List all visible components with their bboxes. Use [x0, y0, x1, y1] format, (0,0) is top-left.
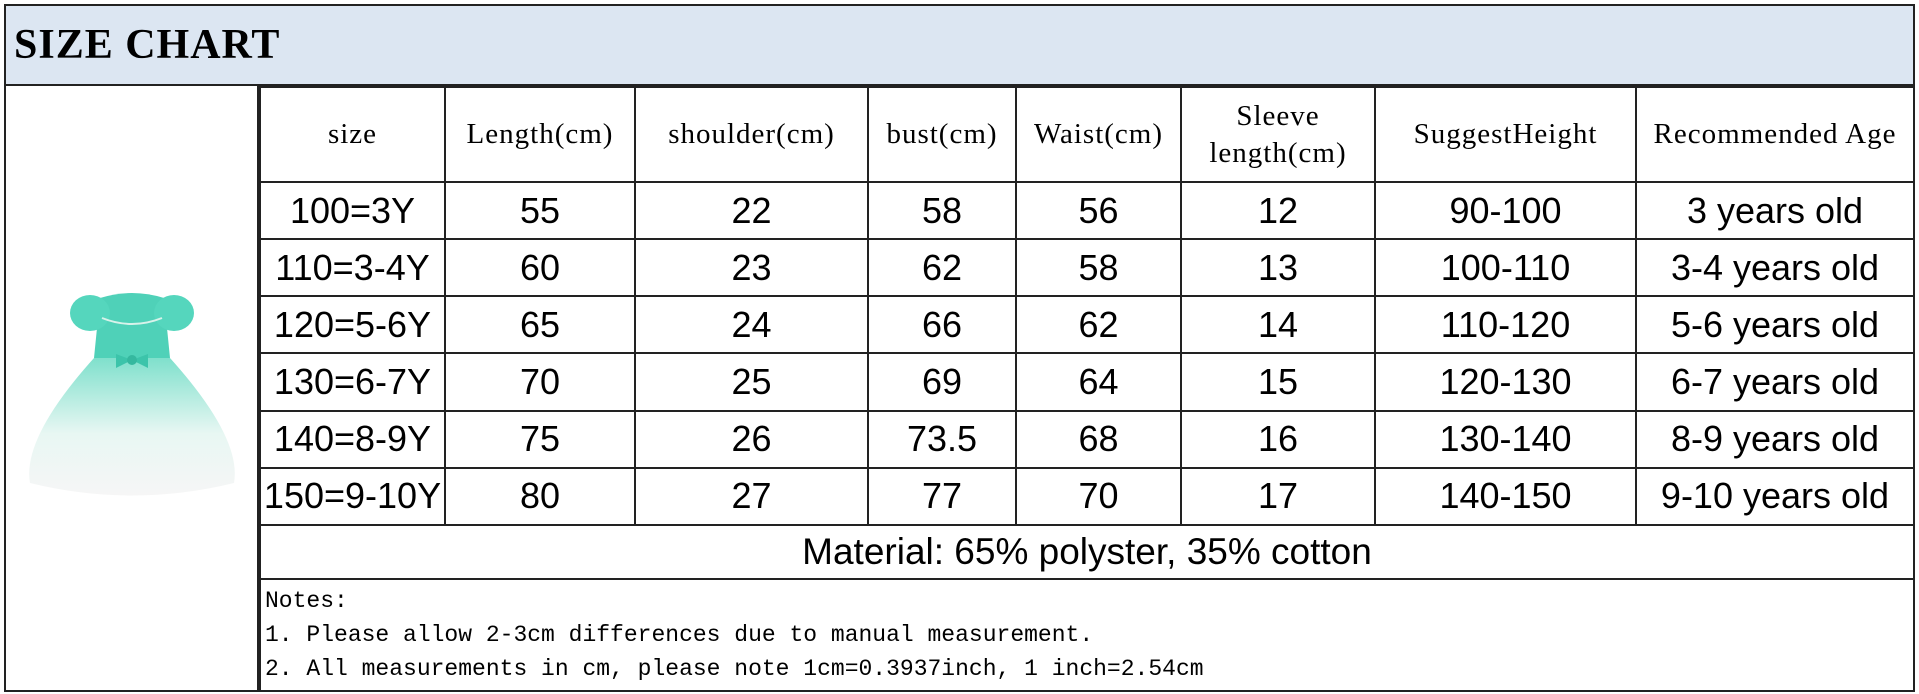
- table-cell: 58: [867, 180, 1017, 241]
- note-line: 2. All measurements in cm, please note 1…: [265, 655, 1204, 682]
- header-cell: Sleeve length(cm): [1180, 86, 1376, 183]
- header-row: size Length(cm) shoulder(cm) bust(cm) Waist(…: [259, 86, 1913, 183]
- table-row: 100=3Y 55 22 58 56 12 90-100 3 years old: [259, 180, 1913, 241]
- table-cell: 70: [444, 352, 636, 412]
- table-cell: 150=9-10Y: [259, 466, 446, 526]
- table-cell: 5-6 years old: [1635, 295, 1913, 355]
- table-cell: 100-110: [1374, 238, 1637, 298]
- table-cell: 100=3Y: [259, 180, 446, 241]
- table-row: 150=9-10Y 80 27 77 70 17 140-150 9-10 years old: [259, 466, 1913, 526]
- header-cell: size: [259, 86, 446, 183]
- table-cell: 22: [634, 180, 869, 241]
- table-cell: 130-140: [1374, 409, 1637, 469]
- table-cell: 15: [1180, 352, 1376, 412]
- table-cell: 56: [1015, 180, 1182, 241]
- table-cell: 6-7 years old: [1635, 352, 1913, 412]
- header-cell: bust(cm): [867, 86, 1017, 183]
- table-cell: 73.5: [867, 409, 1017, 469]
- table-cell: 62: [867, 238, 1017, 298]
- table-cell: 58: [1015, 238, 1182, 298]
- table-cell: 16: [1180, 409, 1376, 469]
- table-cell: 64: [1015, 352, 1182, 412]
- table-cell: 65: [444, 295, 636, 355]
- material: Material: 65% polyster, 35% cotton: [259, 523, 1913, 580]
- table-cell: 14: [1180, 295, 1376, 355]
- table-cell: 26: [634, 409, 869, 469]
- notes: Notes: 1. Please allow 2-3cm differences …: [259, 577, 1913, 690]
- table-row: 120=5-6Y 65 24 66 62 14 110-120 5-6 years old: [259, 295, 1913, 355]
- dress-image: [6, 86, 259, 690]
- dress-illustration: [28, 293, 235, 496]
- table-row: 110=3-4Y 60 23 62 58 13 100-110 3-4 years old: [259, 238, 1913, 298]
- table-cell: 70: [1015, 466, 1182, 526]
- table-row: 140=8-9Y 75 26 73.5 68 16 130-140 8-9 years old: [259, 409, 1913, 469]
- header-cell: Waist(cm): [1015, 86, 1182, 183]
- header-cell: Length(cm): [444, 86, 636, 183]
- table-cell: 140=8-9Y: [259, 409, 446, 469]
- table-cell: 13: [1180, 238, 1376, 298]
- table-cell: 69: [867, 352, 1017, 412]
- note-line: 1. Please allow 2-3cm differences due to…: [265, 621, 1094, 648]
- table-cell: 9-10 years old: [1635, 466, 1913, 526]
- table-cell: 55: [444, 180, 636, 241]
- notes-row: Notes: 1. Please allow 2-3cm differences …: [259, 577, 1913, 690]
- material-row: Material: 65% polyster, 35% cotton: [259, 523, 1913, 580]
- table-cell: 130=6-7Y: [259, 352, 446, 412]
- table-cell: 23: [634, 238, 869, 298]
- size-table: size Length(cm) shoulder(cm) bust(cm) Waist(…: [259, 86, 1913, 690]
- table-cell: 80: [444, 466, 636, 526]
- table-cell: 24: [634, 295, 869, 355]
- header-cell: shoulder(cm): [634, 86, 869, 183]
- table-cell: 12: [1180, 180, 1376, 241]
- table-cell: 90-100: [1374, 180, 1637, 241]
- header-cell: SuggestHeight: [1374, 86, 1637, 183]
- table-cell: 8-9 years old: [1635, 409, 1913, 469]
- table-cell: 120=5-6Y: [259, 295, 446, 355]
- table-cell: 68: [1015, 409, 1182, 469]
- table-cell: 62: [1015, 295, 1182, 355]
- size-chart: SIZE CHART size Length(cm) shoulder(cm) bus…: [4, 4, 1915, 692]
- table-cell: 140-150: [1374, 466, 1637, 526]
- table-row: 130=6-7Y 70 25 69 64 15 120-130 6-7 years old: [259, 352, 1913, 412]
- table-cell: 3-4 years old: [1635, 238, 1913, 298]
- note-line: Notes:: [265, 587, 348, 614]
- table-cell: 3 years old: [1635, 180, 1913, 241]
- table-cell: 25: [634, 352, 869, 412]
- table-cell: 120-130: [1374, 352, 1637, 412]
- table-cell: 77: [867, 466, 1017, 526]
- table-cell: 66: [867, 295, 1017, 355]
- title: SIZE CHART: [6, 6, 1913, 86]
- table-cell: 75: [444, 409, 636, 469]
- chart-body: size Length(cm) shoulder(cm) bust(cm) Waist(…: [6, 86, 1913, 690]
- table-cell: 110-120: [1374, 295, 1637, 355]
- table-cell: 60: [444, 238, 636, 298]
- table-cell: 27: [634, 466, 869, 526]
- table-cell: 110=3-4Y: [259, 238, 446, 298]
- table-cell: 17: [1180, 466, 1376, 526]
- header-cell: Recommended Age: [1635, 86, 1913, 183]
